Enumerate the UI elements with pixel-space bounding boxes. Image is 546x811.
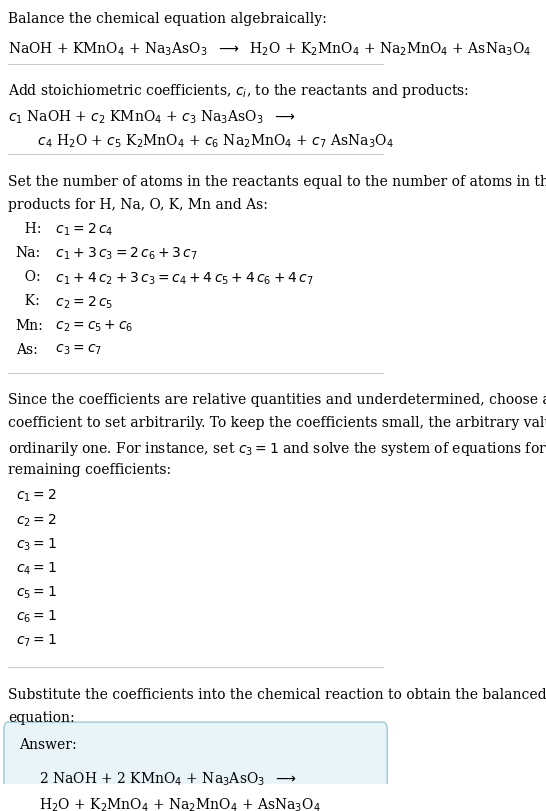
- Text: coefficient to set arbitrarily. To keep the coefficients small, the arbitrary va: coefficient to set arbitrarily. To keep …: [8, 416, 546, 430]
- Text: ordinarily one. For instance, set $c_3 = 1$ and solve the system of equations fo: ordinarily one. For instance, set $c_3 =…: [8, 439, 546, 457]
- Text: $c_3 = 1$: $c_3 = 1$: [16, 535, 56, 552]
- Text: $c_1$ NaOH + $c_2$ KMnO$_4$ + $c_3$ Na$_3$AsO$_3$  $\longrightarrow$: $c_1$ NaOH + $c_2$ KMnO$_4$ + $c_3$ Na$_…: [8, 109, 295, 126]
- Text: O:: O:: [16, 270, 40, 284]
- Text: equation:: equation:: [8, 710, 74, 724]
- Text: Since the coefficients are relative quantities and underdetermined, choose a: Since the coefficients are relative quan…: [8, 393, 546, 407]
- Text: products for H, Na, O, K, Mn and As:: products for H, Na, O, K, Mn and As:: [8, 197, 268, 212]
- Text: $c_1 + 4\,c_2 + 3\,c_3 = c_4 + 4\,c_5 + 4\,c_6 + 4\,c_7$: $c_1 + 4\,c_2 + 3\,c_3 = c_4 + 4\,c_5 + …: [47, 270, 313, 286]
- Text: Add stoichiometric coefficients, $c_i$, to the reactants and products:: Add stoichiometric coefficients, $c_i$, …: [8, 82, 469, 100]
- Text: Answer:: Answer:: [20, 736, 77, 751]
- Text: Balance the chemical equation algebraically:: Balance the chemical equation algebraica…: [8, 12, 327, 26]
- Text: $c_1 = 2$: $c_1 = 2$: [16, 487, 56, 504]
- Text: Mn:: Mn:: [16, 318, 43, 333]
- Text: H:: H:: [16, 221, 41, 235]
- Text: NaOH + KMnO$_4$ + Na$_3$AsO$_3$  $\longrightarrow$  H$_2$O + K$_2$MnO$_4$ + Na$_: NaOH + KMnO$_4$ + Na$_3$AsO$_3$ $\longri…: [8, 41, 531, 58]
- Text: $c_2 = 2\,c_5$: $c_2 = 2\,c_5$: [47, 294, 113, 311]
- Text: Substitute the coefficients into the chemical reaction to obtain the balanced: Substitute the coefficients into the che…: [8, 687, 546, 702]
- Text: H$_2$O + K$_2$MnO$_4$ + Na$_2$MnO$_4$ + AsNa$_3$O$_4$: H$_2$O + K$_2$MnO$_4$ + Na$_2$MnO$_4$ + …: [39, 796, 321, 811]
- Text: As:: As:: [16, 342, 37, 356]
- Text: $c_2 = c_5 + c_6$: $c_2 = c_5 + c_6$: [47, 318, 133, 333]
- Text: $c_3 = c_7$: $c_3 = c_7$: [47, 342, 102, 357]
- Text: $c_7 = 1$: $c_7 = 1$: [16, 633, 56, 649]
- Text: 2 NaOH + 2 KMnO$_4$ + Na$_3$AsO$_3$  $\longrightarrow$: 2 NaOH + 2 KMnO$_4$ + Na$_3$AsO$_3$ $\lo…: [39, 770, 297, 787]
- Text: $c_1 + 3\,c_3 = 2\,c_6 + 3\,c_7$: $c_1 + 3\,c_3 = 2\,c_6 + 3\,c_7$: [47, 246, 198, 262]
- Text: Na:: Na:: [16, 246, 41, 260]
- Text: remaining coefficients:: remaining coefficients:: [8, 462, 171, 476]
- Text: $c_2 = 2$: $c_2 = 2$: [16, 512, 56, 528]
- Text: $c_6 = 1$: $c_6 = 1$: [16, 608, 56, 624]
- Text: Set the number of atoms in the reactants equal to the number of atoms in the: Set the number of atoms in the reactants…: [8, 174, 546, 188]
- Text: $c_4 = 1$: $c_4 = 1$: [16, 560, 56, 576]
- Text: $c_1 = 2\,c_4$: $c_1 = 2\,c_4$: [47, 221, 113, 238]
- Text: $c_4$ H$_2$O + $c_5$ K$_2$MnO$_4$ + $c_6$ Na$_2$MnO$_4$ + $c_7$ AsNa$_3$O$_4$: $c_4$ H$_2$O + $c_5$ K$_2$MnO$_4$ + $c_6…: [20, 132, 393, 150]
- Text: K:: K:: [16, 294, 39, 308]
- Text: $c_5 = 1$: $c_5 = 1$: [16, 584, 56, 600]
- FancyBboxPatch shape: [4, 723, 387, 811]
